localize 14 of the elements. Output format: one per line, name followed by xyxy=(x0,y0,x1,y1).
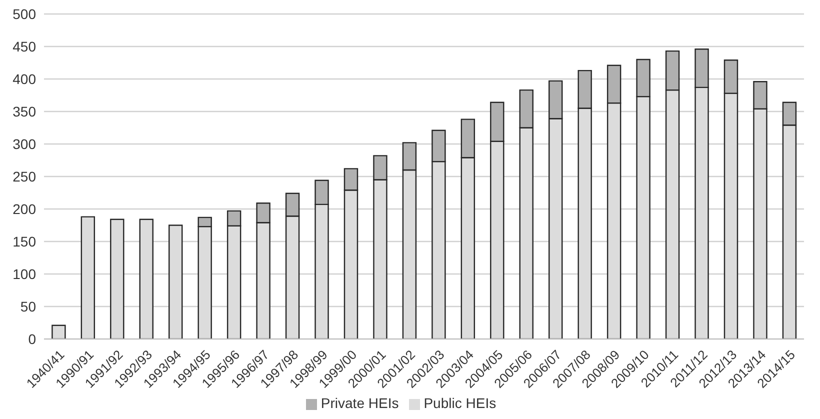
y-tick-label: 350 xyxy=(12,103,36,120)
y-tick-label: 300 xyxy=(12,136,36,152)
y-tick-label: 250 xyxy=(12,168,36,184)
y-tick-label: 150 xyxy=(12,233,36,250)
y-tick-label: 400 xyxy=(12,70,36,87)
bar xyxy=(52,324,66,339)
y-tick-label: 50 xyxy=(20,298,36,314)
y-tick-label: 0 xyxy=(28,330,36,347)
y-tick-label: 200 xyxy=(12,200,36,217)
y-tick-label: 100 xyxy=(12,266,36,282)
legend-label: Public HEIs xyxy=(424,395,496,411)
y-tick-label: 500 xyxy=(12,6,36,22)
legend-label: Private HEIs xyxy=(320,395,399,411)
y-tick-label: 450 xyxy=(12,38,36,54)
